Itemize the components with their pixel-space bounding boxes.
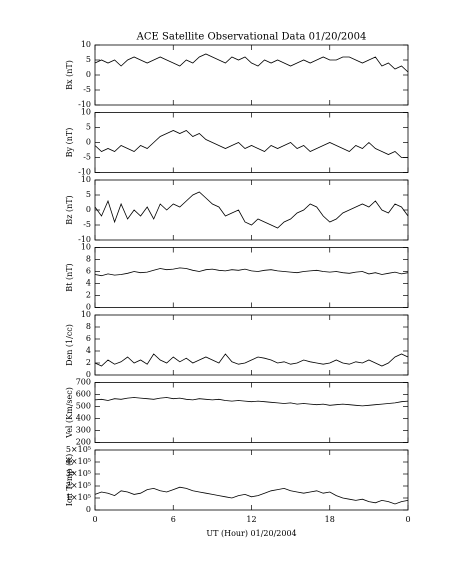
x-tick-label: 0	[405, 515, 410, 524]
data-line	[94, 191, 409, 229]
y-tick-label: 3×10⁵	[66, 469, 91, 478]
panel-frame	[94, 314, 409, 376]
y-tick-label: 0	[86, 138, 91, 147]
y-tick-label: 400	[76, 414, 91, 423]
y-tick-label: 500	[76, 402, 91, 411]
y-tick-label: 5	[86, 123, 91, 132]
y-tick-label: 2	[86, 291, 91, 300]
y-tick-label: 10	[81, 175, 91, 184]
x-tick-label: 18	[325, 515, 335, 524]
y-tick-label: 600	[76, 390, 91, 399]
y-tick-label: -5	[83, 85, 91, 94]
data-line	[94, 53, 409, 73]
data-line	[94, 486, 409, 505]
data-line	[94, 267, 409, 277]
panel-frame	[94, 112, 409, 173]
y-tick-label: 2	[86, 358, 91, 367]
panel-frame	[94, 44, 409, 106]
y-tick-label: 5	[86, 190, 91, 199]
y-tick-label: -10	[78, 235, 91, 244]
x-tick-label: 6	[171, 515, 176, 524]
y-tick-label: 10	[81, 108, 91, 117]
y-tick-label: 200	[76, 438, 91, 447]
y-tick-label: 5×10⁵	[66, 445, 91, 454]
data-line	[94, 353, 409, 367]
y-tick-label: 10	[81, 40, 91, 49]
x-axis-label: UT (Hour) 01/20/2004	[206, 529, 296, 538]
x-tick-label: 12	[246, 515, 256, 524]
y-tick-label: 0	[86, 70, 91, 79]
y-axis-label: Bx (nT)	[65, 60, 74, 90]
y-tick-label: 6	[86, 334, 91, 343]
y-axis-label: Den (1/cc)	[65, 324, 74, 366]
data-line	[94, 397, 409, 407]
y-tick-label: 300	[76, 426, 91, 435]
y-tick-label: 4	[86, 346, 91, 355]
y-tick-label: -10	[78, 100, 91, 109]
y-tick-label: 4	[86, 279, 91, 288]
y-tick-label: 0	[86, 505, 91, 514]
y-tick-label: 10	[81, 243, 91, 252]
y-tick-label: 5	[86, 55, 91, 64]
y-tick-label: -5	[83, 220, 91, 229]
y-tick-label: -10	[78, 168, 91, 177]
y-tick-label: 8	[86, 255, 91, 264]
y-tick-label: 6	[86, 267, 91, 276]
y-tick-label: 0	[86, 370, 91, 379]
y-tick-label: 2×10⁵	[66, 481, 91, 490]
y-tick-label: 700	[76, 378, 91, 387]
y-axis-label: Vel (Km/sec)	[65, 387, 74, 439]
panel-frame	[94, 247, 409, 308]
y-axis-label: Ion Temp (K)	[65, 454, 74, 507]
panel-frame	[94, 449, 409, 511]
chart-title: ACE Satellite Observational Data 01/20/2…	[136, 32, 367, 43]
y-tick-label: 4×10⁵	[66, 457, 91, 466]
y-tick-label: 10	[81, 310, 91, 319]
y-tick-label: -5	[83, 153, 91, 162]
y-tick-label: 0	[86, 303, 91, 312]
y-tick-label: 0	[86, 205, 91, 214]
panel-frame	[94, 179, 409, 241]
panel-frame	[94, 382, 409, 443]
y-axis-label: Bt (nT)	[65, 263, 74, 291]
y-tick-label: 1×10⁵	[66, 493, 91, 502]
data-line	[94, 130, 408, 158]
y-tick-label: 8	[86, 322, 91, 331]
x-tick-label: 0	[92, 515, 97, 524]
y-axis-label: By (nT)	[65, 128, 74, 158]
y-axis-label: Bz (nT)	[65, 195, 74, 224]
